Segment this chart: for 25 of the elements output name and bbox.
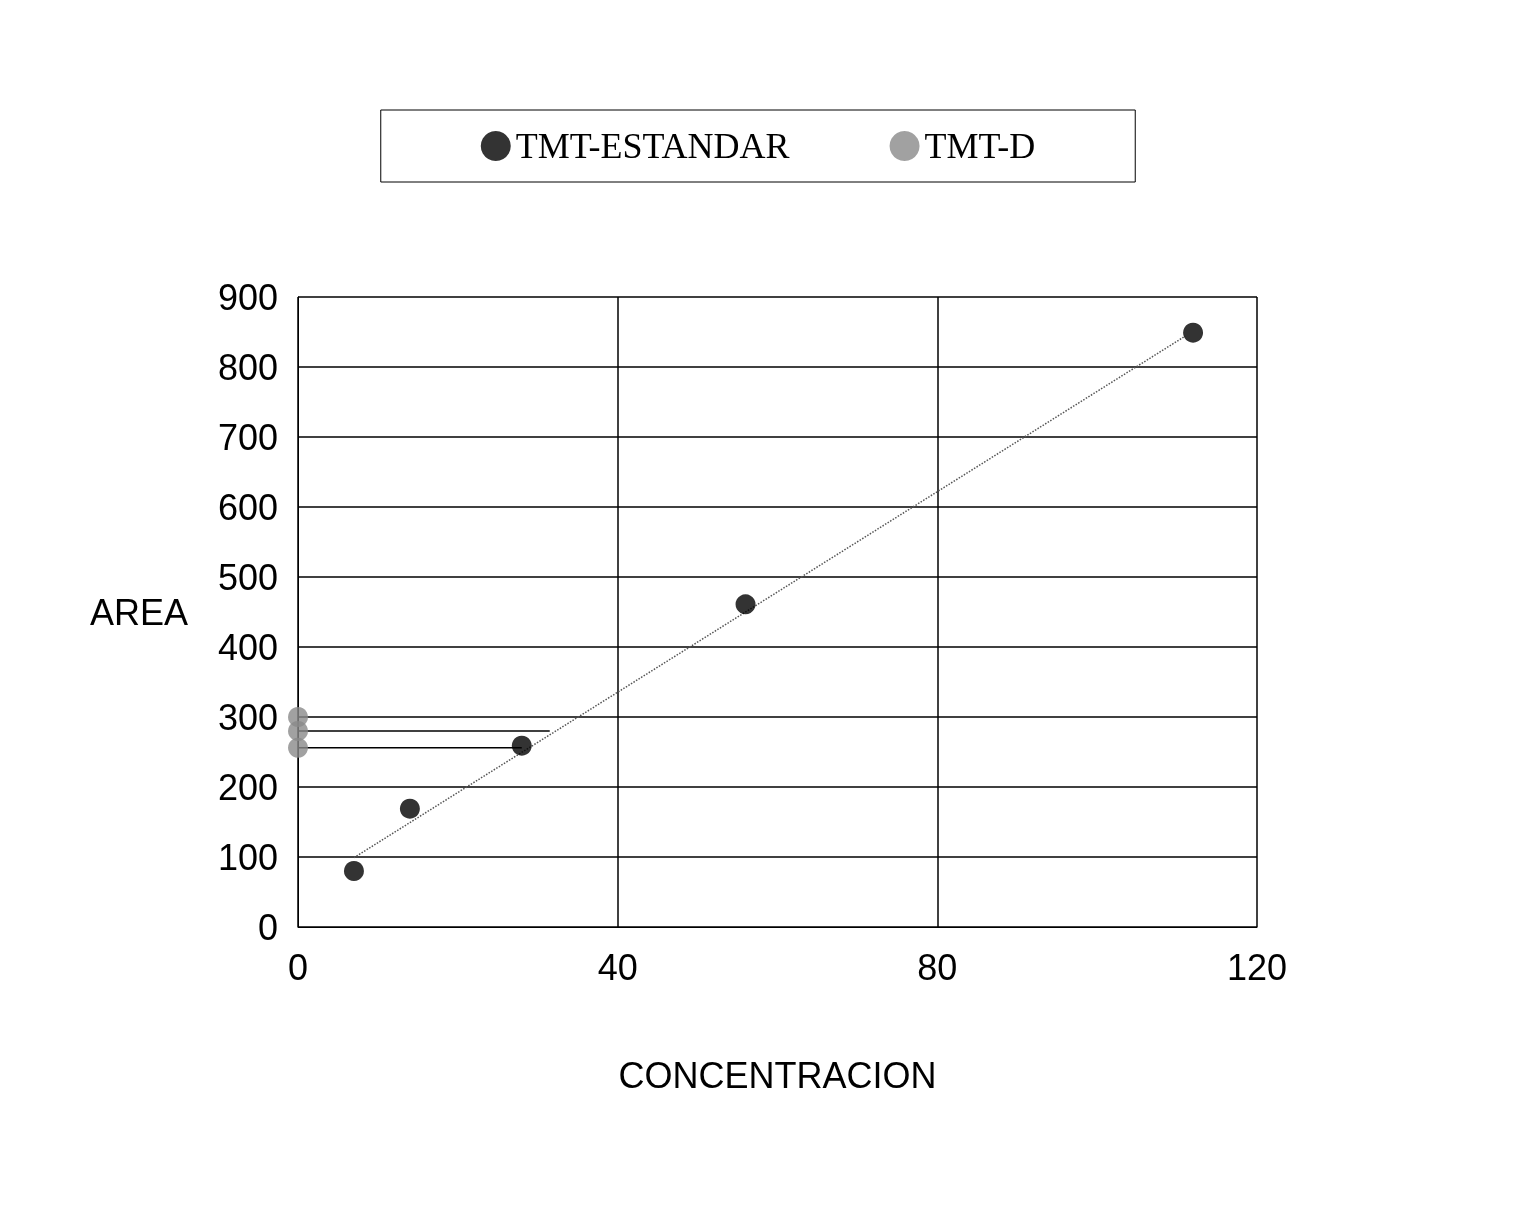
point [511, 735, 532, 756]
y-tick-label: 900 [217, 276, 278, 318]
y-tick-label: 400 [217, 626, 278, 668]
point [1183, 322, 1204, 343]
y-tick-label: 200 [217, 766, 278, 808]
legend-label: TMT-ESTANDAR [515, 126, 790, 166]
point [735, 594, 756, 615]
y-tick-label: 300 [217, 696, 278, 738]
x-tick-label: 40 [597, 946, 638, 988]
legend-label: TMT-D [924, 126, 1036, 166]
point [399, 798, 420, 819]
point [288, 737, 308, 758]
point [288, 721, 308, 741]
y-tick-label: 500 [217, 556, 278, 598]
x-tick-label: 120 [1226, 946, 1288, 988]
x-tick-label: 80 [917, 946, 958, 988]
y-tick-label: 0 [257, 906, 278, 948]
y-tick-label: 100 [217, 836, 278, 878]
y-tick-label: 800 [217, 346, 278, 388]
y-axis-title: AREA [89, 591, 188, 633]
y-tick-label: 700 [217, 416, 278, 458]
x-tick-label: 0 [287, 946, 309, 988]
x-axis-title: CONCENTRACION [618, 1054, 937, 1096]
point [343, 861, 364, 881]
y-tick-label: 600 [217, 486, 278, 528]
